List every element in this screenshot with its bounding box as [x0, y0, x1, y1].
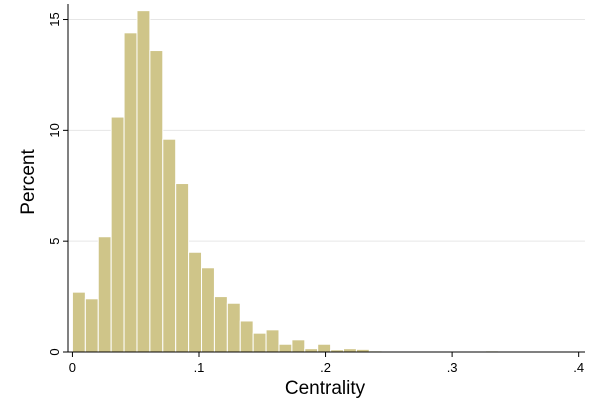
- histogram-bar-6: [149, 50, 164, 353]
- histogram-bar-10: [201, 267, 215, 353]
- y-axis-title: Percent: [18, 149, 39, 215]
- y-tick-label-2: 10: [47, 123, 62, 137]
- histogram-bar-16: [278, 343, 293, 353]
- histogram-bar-9: [188, 251, 203, 353]
- x-tick-label-1: .1: [194, 360, 205, 375]
- histogram-bar-5: [136, 10, 151, 353]
- histogram-bar-12: [226, 302, 241, 353]
- histogram-bar-4: [123, 32, 138, 353]
- y-axis-ticks: 0 5 10 15: [47, 12, 68, 356]
- histogram-bar-8: [175, 183, 190, 353]
- x-tick-label-4: .4: [573, 360, 584, 375]
- x-tick-label-2: .2: [320, 360, 331, 375]
- histogram-bar-17: [291, 339, 306, 353]
- histogram-bars: [71, 10, 564, 353]
- histogram-bar-14: [252, 332, 267, 353]
- histogram-bar-3: [110, 116, 125, 353]
- histogram-bar-2: [97, 236, 112, 353]
- x-axis-title: Centrality: [285, 378, 366, 399]
- histogram-bar-15: [265, 329, 280, 353]
- y-tick-label-1: 5: [47, 238, 62, 245]
- histogram-bar-13: [239, 320, 254, 353]
- y-tick-label-3: 15: [47, 12, 62, 26]
- histogram-bar-7: [162, 138, 177, 353]
- y-tick-label-0: 0: [47, 348, 62, 355]
- x-tick-label-3: .3: [447, 360, 458, 375]
- x-tick-label-0: 0: [69, 360, 76, 375]
- histogram-bar-0: [71, 291, 86, 353]
- x-axis-ticks: 0 .1 .2 .3 .4: [69, 352, 584, 375]
- histogram-bar-11: [213, 296, 228, 353]
- histogram-bar-1: [84, 298, 99, 353]
- histogram-bar-19: [317, 343, 332, 353]
